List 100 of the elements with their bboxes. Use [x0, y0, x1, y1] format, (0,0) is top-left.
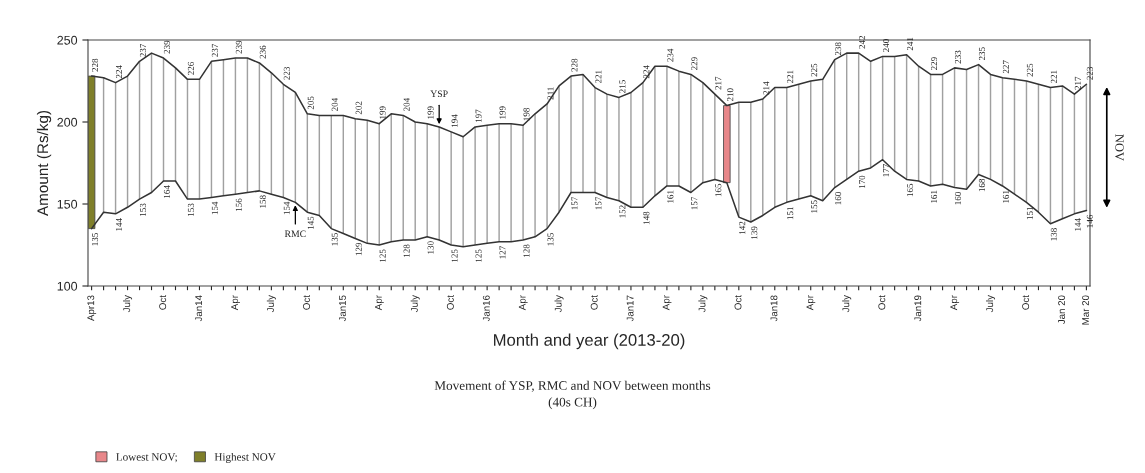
series-label: RMC: [284, 230, 306, 238]
data-label: 157: [595, 196, 602, 210]
x-tick-label: Jan18: [770, 295, 778, 322]
x-tick-label: Apr13: [87, 295, 97, 321]
data-label: 145: [307, 216, 314, 230]
data-label: 164: [163, 185, 170, 198]
data-label: 155: [811, 200, 818, 213]
data-label: 125: [475, 249, 482, 262]
data-label: 228: [571, 58, 578, 72]
data-label: 237: [139, 43, 146, 57]
legend-label: Lowest NOV;: [116, 453, 177, 463]
y-axis-title: Amount (Rs/kg): [36, 110, 52, 217]
data-label: 229: [930, 57, 938, 70]
data-label: 139: [751, 226, 758, 239]
data-label: 153: [139, 203, 146, 216]
data-label: 157: [571, 196, 578, 210]
data-label: 144: [1074, 218, 1081, 231]
data-label: 225: [1026, 63, 1033, 77]
data-label: 161: [667, 190, 674, 203]
data-label: 215: [619, 80, 626, 93]
data-label: 197: [475, 109, 482, 123]
data-label: 151: [1026, 207, 1033, 220]
data-label: 223: [1086, 66, 1093, 80]
data-label: 224: [115, 65, 122, 79]
data-label: 199: [499, 106, 506, 119]
data-label: 129: [355, 242, 362, 256]
data-label: 217: [715, 76, 722, 90]
x-tick-label: Oct: [734, 295, 742, 310]
y-tick-label: 250: [57, 35, 78, 45]
data-label: 146: [1086, 214, 1093, 228]
data-label: 217: [1074, 76, 1081, 90]
x-tick-label: Apr: [375, 295, 384, 311]
x-tick-label: Jan15: [339, 295, 346, 322]
data-label: 202: [355, 101, 362, 115]
data-label: 214: [763, 81, 770, 95]
x-tick-label: Apr: [518, 295, 528, 311]
data-label: 204: [331, 97, 338, 111]
data-label: 233: [954, 50, 962, 64]
data-label: 223: [283, 66, 290, 80]
data-label: 221: [787, 70, 794, 84]
text: Movement of YSP, RMC and NOV between months (40s CH): [434, 380, 711, 410]
data-label: 227: [1002, 60, 1009, 74]
data-label: 198: [523, 107, 530, 121]
y-tick-label: 100: [57, 281, 78, 291]
data-label: 130: [427, 241, 434, 254]
data-label: 161: [930, 190, 938, 203]
x-tick-label: Jan17: [626, 295, 634, 322]
data-label: 199: [427, 106, 434, 119]
data-label: 242: [859, 35, 866, 49]
data-label: 205: [307, 96, 314, 110]
data-label: 135: [91, 233, 99, 246]
data-label: 152: [619, 205, 626, 218]
data-label: 237: [211, 43, 218, 57]
data-label: 128: [523, 244, 530, 257]
data-label: 239: [163, 40, 170, 54]
text: NOV: [1115, 134, 1124, 161]
x-tick-label: Apr: [231, 295, 240, 311]
data-label: 144: [115, 218, 122, 231]
data-label: 156: [235, 198, 242, 212]
data-label: 236: [259, 45, 266, 59]
bar: [723, 105, 731, 184]
data-label: 226: [187, 61, 194, 75]
x-tick-label: Oct: [1022, 295, 1030, 310]
data-label: 127: [499, 246, 506, 259]
data-label: 153: [187, 203, 194, 216]
x-tick-label: Mar 20: [1082, 295, 1090, 325]
data-label: 128: [403, 244, 410, 257]
x-tick-label: Apr: [806, 295, 816, 311]
x-tick-label: Oct: [303, 295, 310, 310]
data-label: 135: [331, 233, 338, 246]
data-label: 194: [451, 114, 458, 127]
data-label: 151: [787, 207, 794, 220]
data-label: 221: [595, 70, 602, 84]
data-label: 239: [235, 40, 242, 54]
x-tick-label: Apr: [662, 295, 672, 311]
data-label: 125: [379, 249, 386, 262]
x-tick-label: Jan14: [195, 295, 203, 322]
x-axis-title: Month and year (2013-20): [494, 333, 685, 350]
data-label: 228: [91, 58, 99, 72]
data-label: 161: [1002, 190, 1009, 203]
data-label: 168: [978, 178, 985, 192]
text: YSP: [430, 90, 448, 98]
data-label: 238: [835, 42, 842, 56]
data-label: 235: [978, 47, 985, 61]
data-label: 240: [883, 39, 890, 52]
data-label: 170: [859, 175, 866, 189]
data-label: 224: [643, 65, 650, 79]
data-label: 125: [451, 249, 458, 262]
data-label: 142: [739, 221, 746, 234]
data-label: 160: [954, 192, 962, 205]
data-label: 225: [811, 63, 818, 77]
x-tick-label: July: [698, 295, 708, 313]
x-tick-label: Jan 20: [1058, 295, 1066, 325]
x-tick-label: July: [266, 295, 276, 313]
data-label: 165: [715, 183, 722, 197]
data-label: 234: [667, 48, 674, 62]
data-label: 160: [835, 192, 842, 205]
data-label: 135: [547, 233, 554, 246]
x-tick-label: Oct: [590, 295, 598, 310]
data-label: 211: [547, 87, 554, 100]
